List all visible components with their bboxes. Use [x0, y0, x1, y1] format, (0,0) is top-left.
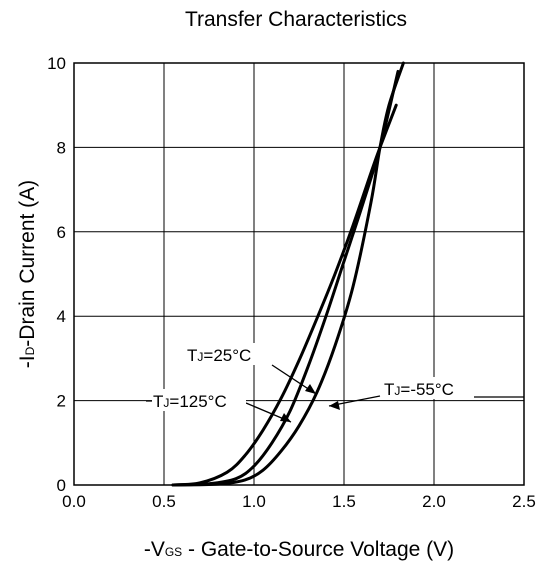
x-tick-labels: 0.0 0.5 1.0 1.5 2.0 2.5	[62, 492, 536, 511]
annot-tj125-rest: =125°C	[169, 392, 226, 411]
chart-title: Transfer Characteristics	[185, 8, 407, 31]
x-tick-label: 2.0	[422, 492, 446, 511]
series-line-tj125	[171, 103, 398, 487]
annot-tj25-rest: =25°C	[203, 346, 251, 365]
annot-tj125-sub: J	[163, 396, 169, 410]
arrow-tj-55-head	[329, 401, 340, 410]
y-tick-label: 0	[57, 476, 66, 495]
x-axis-label-subscript: GS	[165, 545, 182, 559]
x-axis-label-rest: - Gate-to-Source Voltage (V)	[182, 538, 454, 561]
series-line-tj-55	[171, 61, 405, 487]
annot-tj-55-bg	[382, 377, 474, 399]
annot-tj125-bg	[152, 389, 246, 411]
y-tick-label: 8	[57, 138, 66, 157]
plot-frame	[73, 62, 525, 486]
y-tick-label: 10	[47, 54, 66, 73]
y-tick-label: 2	[57, 392, 66, 411]
annot-tj125: TJ=125°C	[153, 392, 227, 411]
y-axis-label-prefix: -I	[16, 355, 39, 368]
series-group	[171, 61, 405, 487]
arrow-tj125-head	[280, 413, 291, 422]
annot-tj-55-rest: =-55°C	[400, 380, 454, 399]
annot-tj25-bg	[186, 343, 272, 365]
x-tick-label: 0.5	[152, 492, 176, 511]
grid	[74, 63, 524, 485]
y-tick-labels: 0 2 4 6 8 10	[47, 54, 66, 495]
annot-tj-55: TJ=-55°C	[384, 380, 454, 399]
y-axis-label-rest: -Drain Current (A)	[16, 180, 39, 347]
annot-tj25-prefix: T	[187, 346, 197, 365]
annot-tj125-prefix: T	[153, 392, 163, 411]
y-tick-label: 6	[57, 223, 66, 242]
x-tick-label: 1.0	[242, 492, 266, 511]
y-tick-label: 4	[57, 307, 66, 326]
arrow-tj25-head	[305, 384, 316, 394]
series-line-tj25	[171, 69, 400, 487]
annot-tj-55-prefix: T	[384, 380, 394, 399]
y-axis-label: -ID-Drain Current (A)	[16, 180, 39, 368]
annot-tj25: TJ=25°C	[187, 346, 251, 365]
x-tick-label: 1.5	[332, 492, 356, 511]
x-tick-label: 0.0	[62, 492, 86, 511]
y-axis-label-subscript: D	[23, 346, 37, 355]
annot-tj25-sub: J	[197, 350, 203, 364]
x-axis-label: -VGS - Gate-to-Source Voltage (V)	[144, 538, 454, 561]
x-axis-label-prefix: -V	[144, 538, 165, 561]
annot-tj-55-sub: J	[394, 384, 400, 398]
x-tick-label: 2.5	[512, 492, 536, 511]
